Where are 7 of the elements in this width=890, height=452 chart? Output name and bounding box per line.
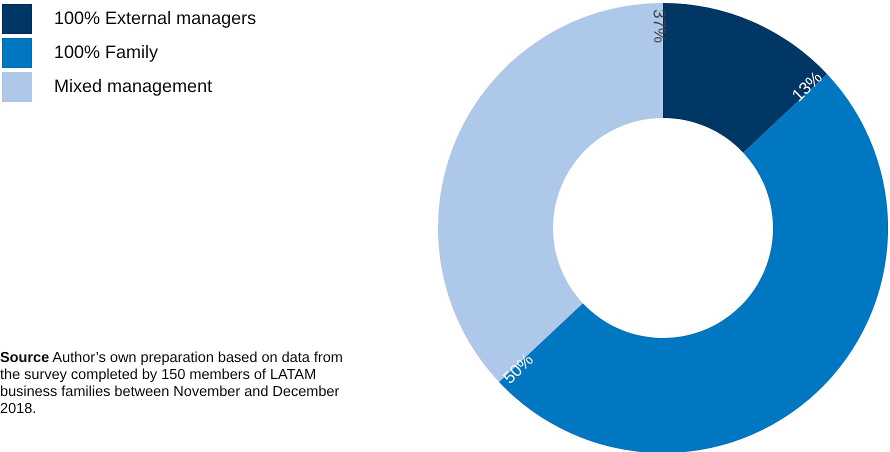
source-note: Source Author’s own preparation based on data from the survey completed by 150 members of LATAM business families between November and December 2018. [0,350,344,418]
legend-label: 100% External managers [54,8,256,28]
legend-label: Mixed management [54,76,212,96]
data-label: 50% [499,350,538,388]
legend-label: 100% Family [54,42,158,62]
donut-slice [498,74,888,452]
data-label: 37% [650,8,670,44]
